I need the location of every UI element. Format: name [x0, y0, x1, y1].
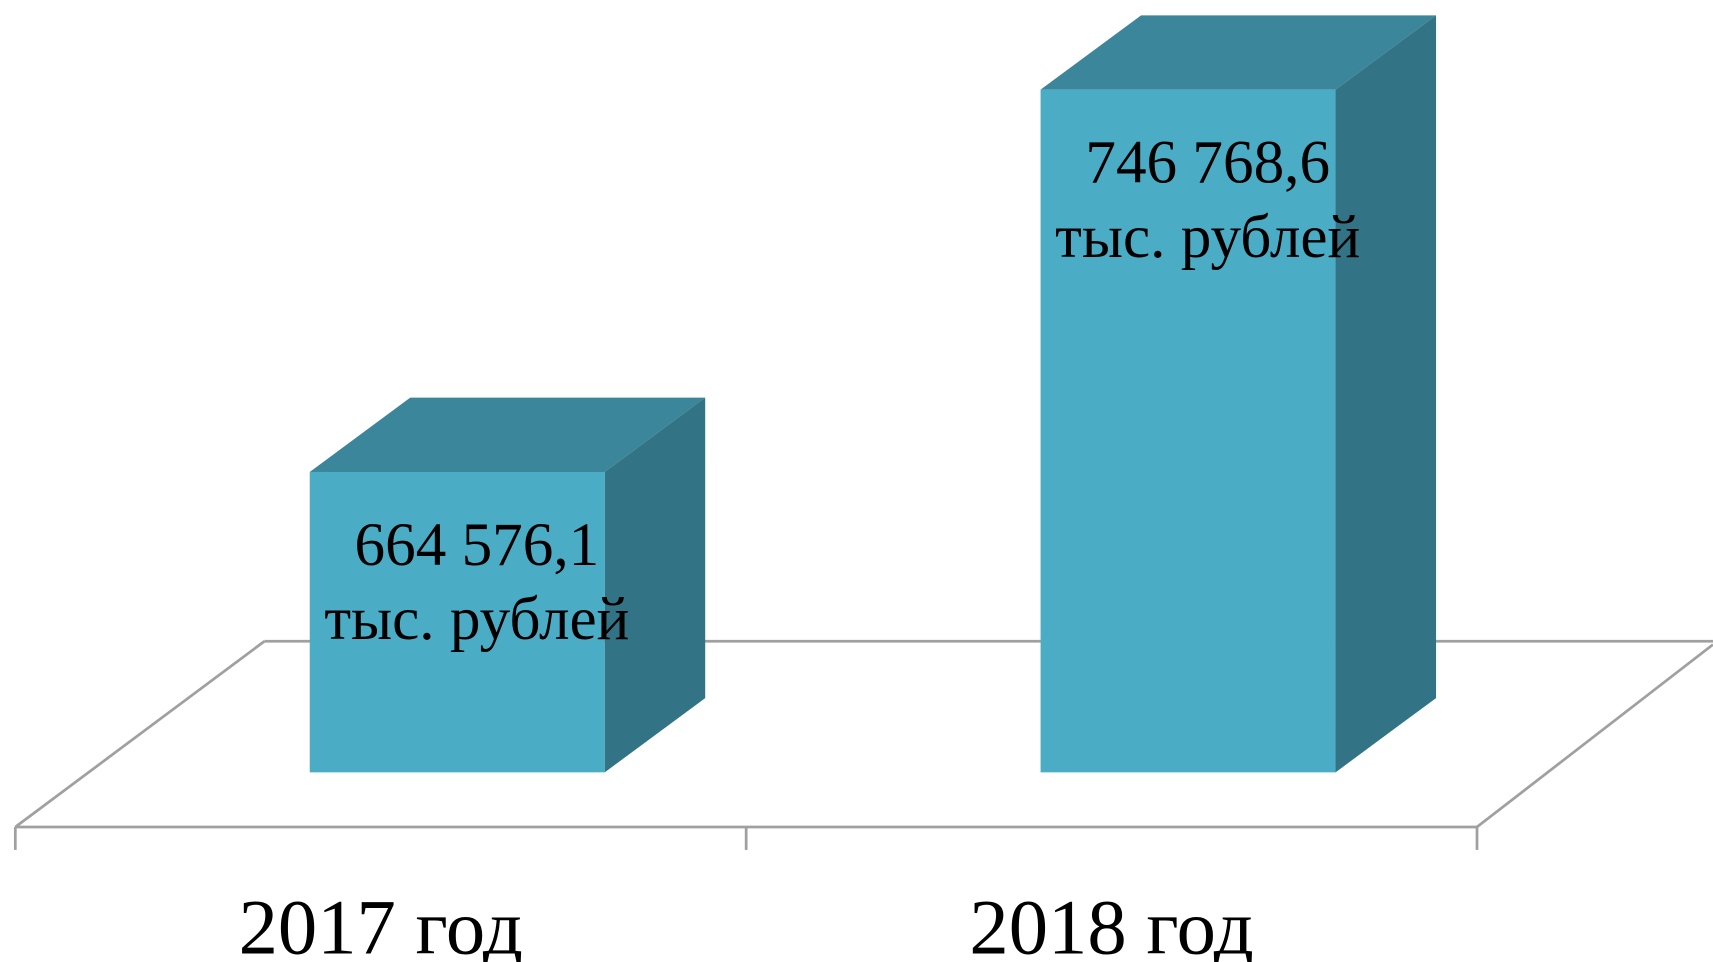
floor-left-edge: [14, 640, 266, 829]
value-label: 664 576,1: [355, 511, 600, 579]
floor-right-edge: [1476, 643, 1713, 829]
bar-top: [1040, 15, 1437, 90]
value-label: тыс. рублей: [324, 585, 629, 653]
x-tick-label: 2018 год: [969, 885, 1253, 962]
value-label: 746 768,6: [1085, 128, 1330, 196]
bar: [1040, 89, 1336, 773]
floor: [13, 639, 1713, 850]
value-label: тыс. рублей: [1055, 203, 1360, 271]
bar: [309, 471, 605, 773]
bar-top: [309, 397, 706, 472]
bar-side: [604, 397, 706, 773]
bar-side: [1335, 15, 1437, 773]
x-tick-label: 2017 год: [239, 885, 523, 962]
